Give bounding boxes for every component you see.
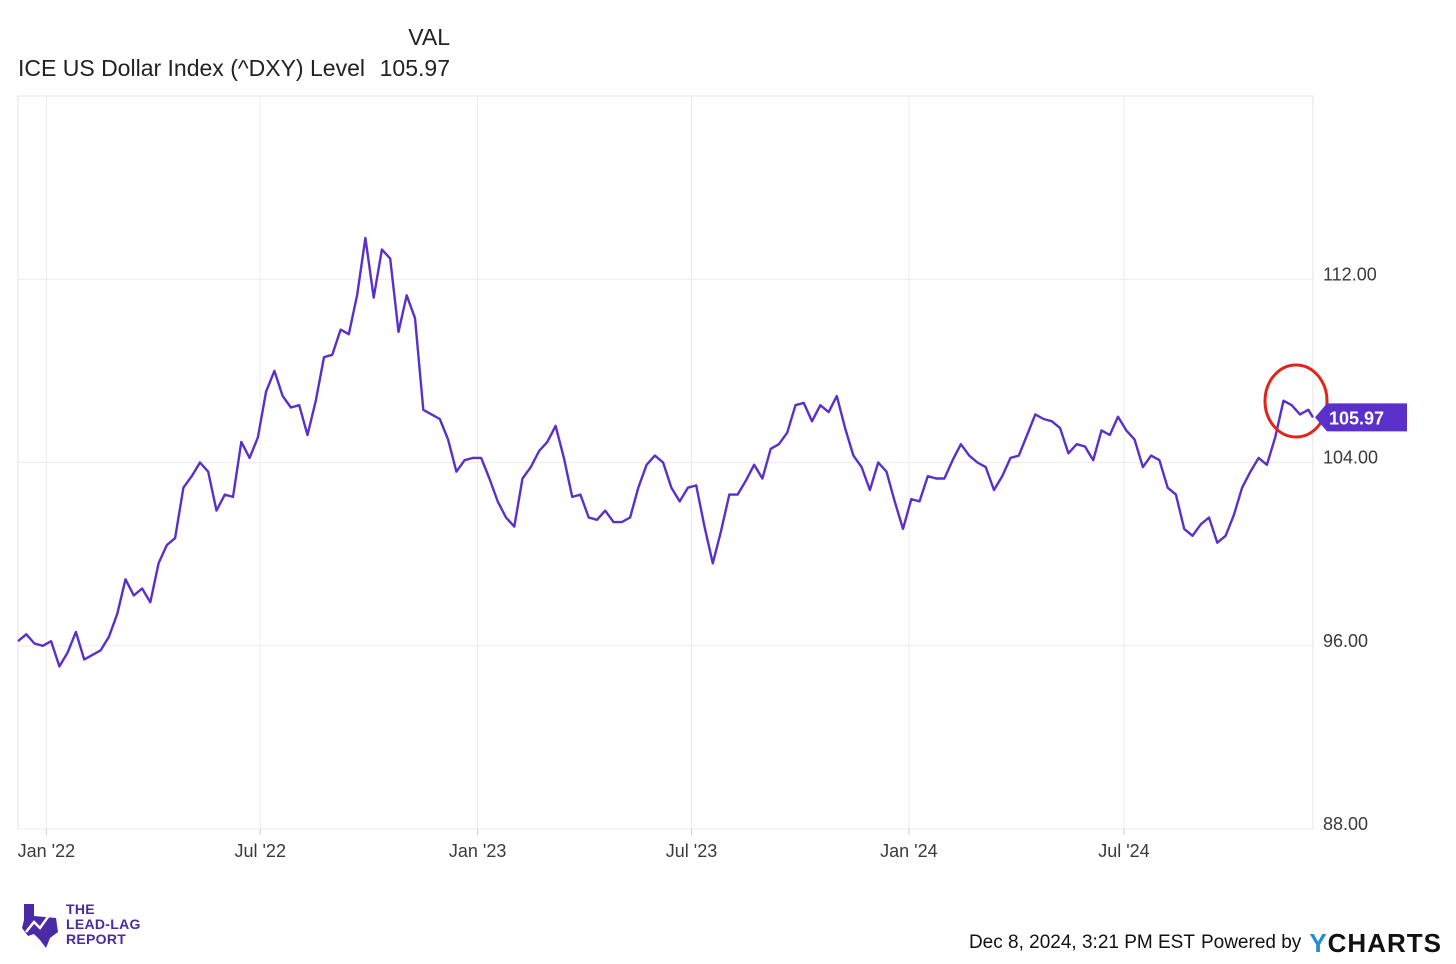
x-tick-label: Jul '23 [666, 841, 717, 861]
y-tick-label: 96.00 [1323, 631, 1368, 651]
highlight-circle [1263, 363, 1329, 439]
y-tick-label: 88.00 [1323, 814, 1368, 834]
x-tick-label: Jul '24 [1098, 841, 1149, 861]
legend-value-column-header: VAL [408, 24, 450, 50]
brand-line-1: THE [66, 901, 95, 917]
chart-credit: Dec 8, 2024, 3:21 PM EST Powered by YCHA… [969, 928, 1442, 958]
timestamp: Dec 8, 2024, 3:21 PM EST [968, 932, 1195, 953]
last-value-flag: 105.97 [1315, 403, 1407, 432]
powered-by-text: Powered by [1200, 932, 1302, 953]
x-tick-label: Jan '23 [449, 841, 506, 861]
ycharts-logo-rest: CHARTS [1327, 927, 1442, 958]
x-tick-label: Jul '22 [234, 841, 285, 861]
grid [18, 96, 1313, 830]
y-axis: 88.00 96.00 104.00 112.00 [1323, 264, 1378, 834]
lead-lag-report-logo: THE LEAD-LAG REPORT [20, 898, 200, 954]
legend-series-name: ICE US Dollar Index (^DXY) Level [18, 55, 365, 81]
y-tick-label: 104.00 [1323, 448, 1378, 468]
legend-series-value: 105.97 [379, 55, 450, 81]
ycharts-logo-y: Y [1309, 927, 1328, 958]
series-line-dxy [17, 236, 1315, 668]
x-tick-label: Jan '22 [18, 841, 75, 861]
last-value-flag-shape [1315, 403, 1407, 432]
ycharts-logo[interactable]: YCHARTS [1309, 928, 1442, 959]
x-tick-label: Jan '24 [880, 841, 937, 861]
texas-map-icon [22, 904, 58, 948]
brand-line-3: REPORT [66, 931, 127, 947]
last-value-label: 105.97 [1329, 408, 1384, 428]
y-tick-label: 112.00 [1323, 264, 1377, 284]
brand-line-2: LEAD-LAG [66, 916, 141, 932]
brand-wordmark: THE LEAD-LAG REPORT [66, 902, 141, 947]
chart-legend: VAL ICE US Dollar Index (^DXY) Level 105… [18, 24, 458, 84]
x-axis: Jan '22 Jul '22 Jan '23 Jul '23 Jan '24 Jul '… [18, 829, 1150, 861]
